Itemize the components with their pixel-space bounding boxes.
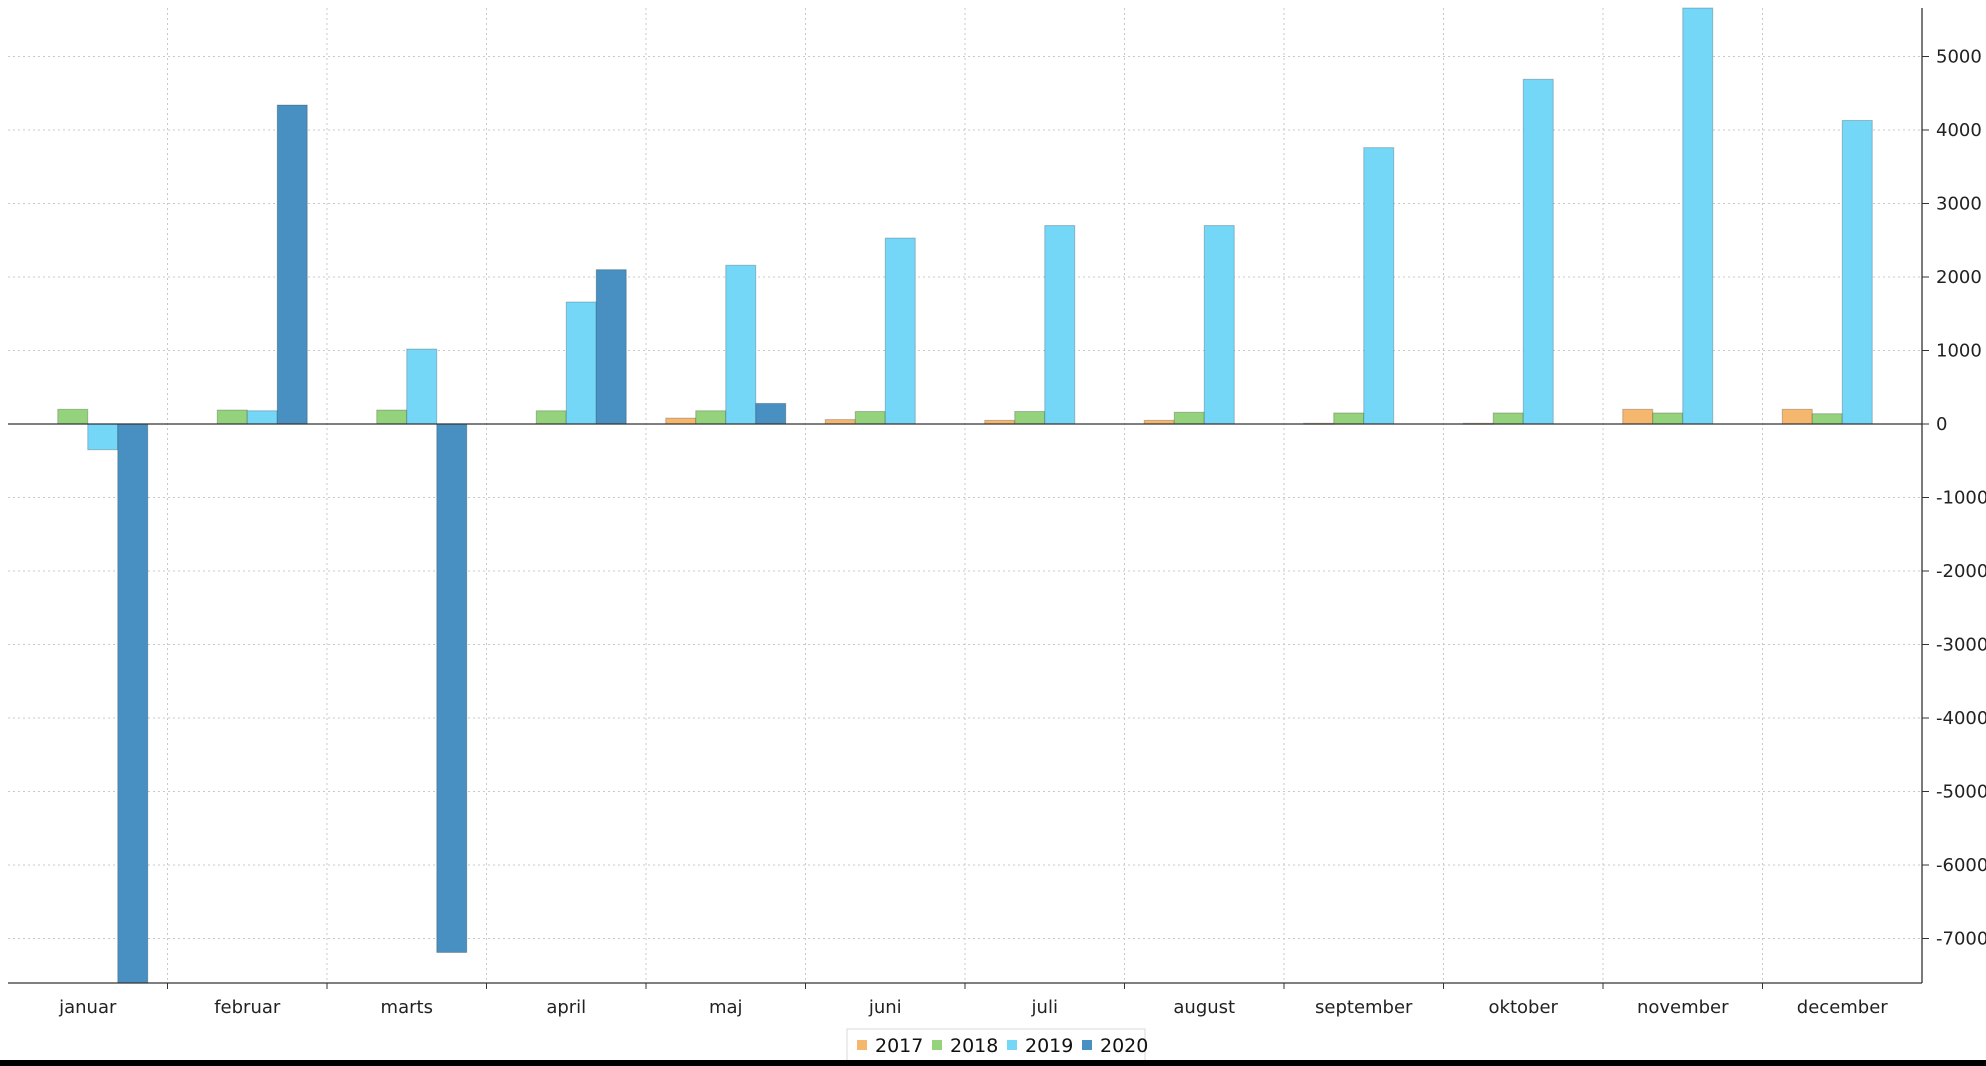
y-tick-label: -3000: [1936, 635, 1986, 656]
bar-2020-maj: [755, 402, 787, 425]
x-axis-tick-labels: januar februar marts april maj juni juli august…: [58, 997, 1888, 1018]
y-tick-label: -5000: [1936, 782, 1986, 803]
bars: [57, 7, 1873, 984]
legend-swatch-2017: [857, 1040, 867, 1050]
x-tick-label: august: [1173, 997, 1235, 1018]
x-tick-label: februar: [214, 997, 281, 1018]
x-tick-label: juni: [868, 997, 902, 1018]
window-bottom-edge: [0, 1060, 1986, 1066]
bar-2018-oktober: [1492, 412, 1524, 425]
bar-2017-juni: [824, 419, 856, 425]
bar-2017-maj: [665, 417, 697, 425]
legend-label-2017: 2017: [875, 1035, 923, 1057]
y-tick-label: -6000: [1936, 855, 1986, 876]
bar-2017-december: [1781, 408, 1813, 425]
bar-2019-december: [1841, 119, 1873, 425]
bar-2019-september: [1363, 147, 1395, 425]
legend-label-2019: 2019: [1025, 1035, 1073, 1057]
y-tick-label: 5000: [1936, 47, 1982, 68]
bar-2019-august: [1203, 225, 1235, 425]
bar-2018-maj: [695, 410, 727, 425]
bar-2020-januar: [117, 423, 149, 984]
bar-2020-april: [595, 269, 627, 425]
bar-2019-juli: [1044, 225, 1076, 425]
y-tick-label: 2000: [1936, 267, 1982, 288]
bar-2017-november: [1622, 408, 1654, 425]
axes: [8, 8, 1929, 989]
x-tick-label: januar: [58, 997, 117, 1018]
x-tick-label: marts: [381, 997, 433, 1018]
x-tick-label: april: [546, 997, 586, 1018]
x-tick-label: september: [1315, 997, 1413, 1018]
legend-swatch-2020: [1082, 1040, 1092, 1050]
bar-2020-marts: [436, 423, 468, 953]
bar-2018-marts: [376, 409, 408, 425]
y-tick-label: 1000: [1936, 341, 1982, 362]
grid-lines: [8, 8, 1922, 983]
bar-2018-januar: [57, 408, 89, 425]
bar-2018-februar: [216, 409, 248, 425]
y-axis-tick-labels: 5000 4000 3000 2000 1000 0 -1000 -2000 -3000 -400…: [1936, 47, 1986, 950]
bar-2018-april: [535, 410, 567, 425]
bar-2018-december: [1811, 413, 1843, 425]
bar-2018-juni: [854, 411, 886, 425]
y-tick-label: 3000: [1936, 194, 1982, 215]
bar-2018-august: [1173, 411, 1205, 425]
bar-2019-maj: [725, 264, 757, 425]
x-tick-label: november: [1637, 997, 1729, 1018]
legend-box: [846, 1028, 1146, 1062]
bar-2019-oktober: [1522, 78, 1554, 425]
legend-label-2018: 2018: [950, 1035, 998, 1057]
legend-swatch-2018: [932, 1040, 942, 1050]
legend-label-2020: 2020: [1100, 1035, 1148, 1057]
x-tick-label: juli: [1031, 997, 1058, 1018]
y-tick-label: 4000: [1936, 120, 1982, 141]
bar-2018-juli: [1014, 411, 1046, 425]
y-tick-label: -4000: [1936, 708, 1986, 729]
bar-2018-september: [1333, 412, 1365, 425]
x-tick-label: maj: [709, 997, 743, 1018]
bar-2018-november: [1652, 412, 1684, 425]
y-tick-label: -1000: [1936, 488, 1986, 509]
bar-2019-april: [565, 301, 597, 425]
x-tick-label: december: [1797, 997, 1889, 1018]
y-tick-label: -2000: [1936, 561, 1986, 582]
bar-2019-juni: [884, 237, 916, 425]
y-tick-label: -7000: [1936, 929, 1986, 950]
legend-swatch-2019: [1007, 1040, 1017, 1050]
x-tick-label: oktober: [1489, 997, 1559, 1018]
y-tick-label: 0: [1936, 414, 1947, 435]
bar-2019-februar: [246, 410, 278, 425]
bar-2019-november: [1682, 7, 1714, 425]
bar-2019-marts: [406, 348, 438, 425]
legend: 2017 2018 2019 2020: [846, 1028, 1148, 1062]
bar-2019-januar: [87, 423, 119, 451]
bar-2020-februar: [276, 104, 308, 425]
